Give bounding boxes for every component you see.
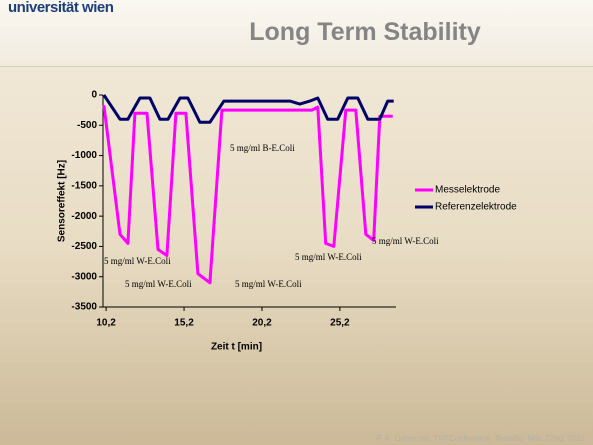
annotation: 5 mg/ml W-E.Coli [295, 252, 362, 262]
annotation: 5 mg/ml W-E.Coli [235, 279, 302, 289]
y-tick-label: -2500 [71, 241, 97, 252]
x-tick-label: 20,2 [252, 318, 272, 329]
y-tick-label: -1000 [71, 150, 97, 161]
legend-label: Messelektrode [435, 185, 500, 196]
y-tick-label: 0 [91, 90, 97, 101]
series-line [102, 105, 393, 285]
annotation: 5 mg/ml W-E.Coli [372, 236, 439, 246]
annotation: 5 mg/ml B-E.Coli [230, 143, 295, 153]
legend-label: Referenzelektrode [435, 202, 517, 213]
y-tick-label: -500 [77, 120, 97, 131]
y-axis-label: Sensoreffekt [Hz] [57, 160, 68, 242]
annotation: 5 mg/ml W-E.Coli [125, 279, 192, 289]
footer: P. A. Lieberzeit, TNTConference, Tenerif… [376, 434, 585, 443]
x-axis-label: Zeit t [min] [211, 342, 262, 353]
annotation: 5 mg/ml W-E.Coli [104, 256, 171, 266]
y-tick-label: -3500 [71, 302, 97, 313]
header [0, 0, 593, 67]
y-tick-label: -3000 [71, 271, 97, 282]
slide-title: Long Term Stability [249, 18, 481, 46]
y-tick-label: -1500 [71, 180, 97, 191]
series-line [102, 94, 394, 124]
x-tick-label: 15,2 [174, 318, 194, 329]
x-tick-label: 25,2 [330, 318, 350, 329]
y-tick-label: -2000 [71, 211, 97, 222]
x-tick-label: 10,2 [96, 318, 116, 329]
logo: universität wien [8, 0, 114, 16]
